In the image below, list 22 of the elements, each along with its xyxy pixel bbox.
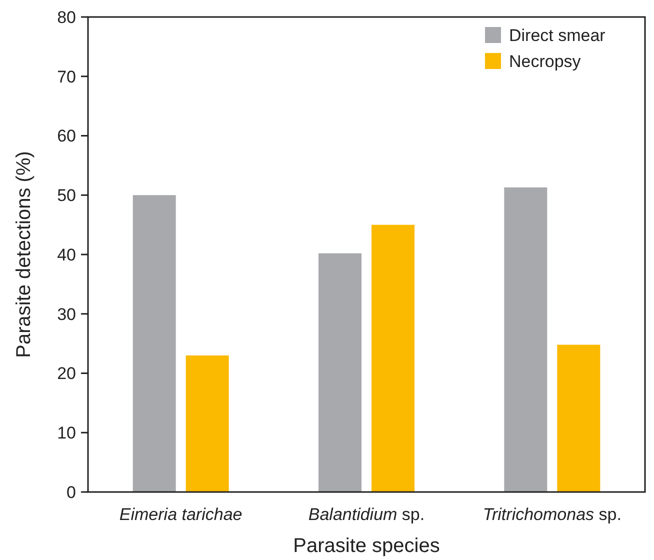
x-tick-label: Eimeria tarichae: [119, 505, 242, 524]
x-axis-title: Parasite species: [293, 535, 440, 557]
y-tick-label: 60: [57, 126, 76, 146]
bar: [557, 344, 600, 492]
y-tick-label: 0: [66, 482, 76, 502]
y-tick-label: 40: [57, 245, 76, 264]
bar: [504, 187, 548, 492]
y-axis-title: Parasite detections (%): [13, 151, 35, 358]
y-tick-label: 20: [57, 364, 76, 384]
legend-label: Necropsy: [509, 52, 582, 71]
y-tick-label: 80: [57, 8, 76, 27]
legend-label: Direct smear: [509, 26, 606, 45]
y-tick-label: 30: [57, 304, 76, 324]
bar: [372, 224, 414, 492]
bar: [132, 195, 176, 492]
y-tick-label: 70: [57, 67, 76, 86]
x-tick-label: Balantidium sp.: [308, 505, 425, 524]
x-tick-label: Tritrichomonas sp.: [482, 505, 622, 524]
y-tick-label: 10: [57, 424, 76, 443]
bar: [186, 355, 229, 492]
bar: [318, 253, 362, 492]
y-tick-label: 50: [57, 186, 76, 206]
